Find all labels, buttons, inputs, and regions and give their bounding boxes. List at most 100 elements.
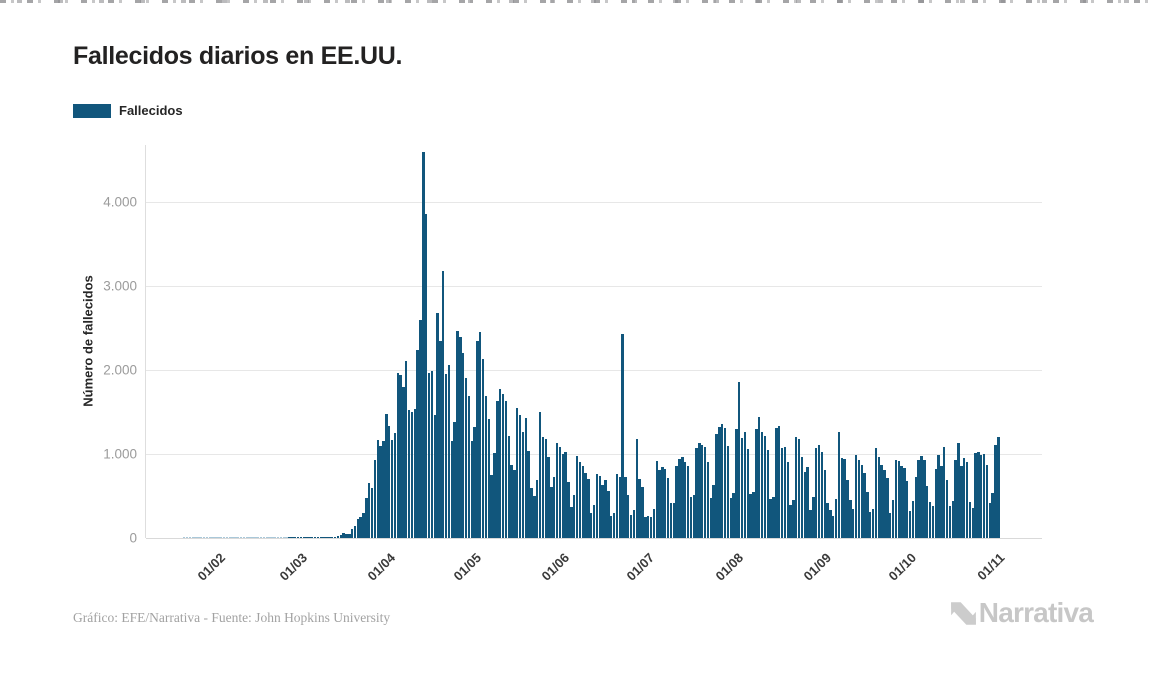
bar: [843, 459, 846, 538]
bar: [239, 537, 243, 538]
bar: [444, 373, 448, 538]
bar: [518, 415, 522, 538]
bar: [709, 497, 713, 538]
bar: [188, 537, 192, 538]
bar: [276, 537, 280, 538]
bar: [718, 427, 721, 538]
bar: [783, 446, 787, 538]
bar: [581, 465, 584, 538]
x-tick-label: 01/02: [194, 550, 228, 584]
bar: [183, 537, 186, 538]
bar: [721, 423, 724, 538]
bar: [789, 504, 792, 538]
bar: [860, 464, 863, 538]
bar: [265, 537, 268, 538]
bar: [732, 492, 735, 538]
bar: [316, 537, 320, 538]
bar: [405, 360, 408, 538]
bar: [513, 469, 516, 538]
bar: [575, 455, 579, 538]
bar: [450, 440, 453, 538]
bar: [496, 401, 499, 538]
bar: [535, 479, 539, 538]
bar: [427, 373, 431, 538]
bar: [407, 409, 411, 538]
bar: [325, 537, 328, 538]
x-tick-label: 01/11: [974, 550, 1008, 584]
bar: [342, 533, 345, 538]
bar: [527, 451, 530, 538]
y-tick-label: 3.000: [103, 278, 137, 294]
bar: [897, 461, 900, 538]
bar: [470, 441, 473, 538]
bar: [629, 515, 633, 538]
bar: [396, 372, 399, 538]
bar: [703, 447, 707, 538]
bar: [917, 459, 920, 538]
bar: [541, 437, 545, 538]
bar: [746, 449, 750, 538]
bar: [911, 500, 915, 538]
bar: [456, 330, 459, 538]
bar: [752, 492, 755, 538]
bar: [191, 537, 194, 538]
bar: [832, 515, 835, 538]
bar: [231, 537, 234, 538]
bar: [758, 416, 761, 538]
bar: [906, 480, 909, 538]
x-tick-label: 01/03: [276, 550, 311, 584]
gridline: [146, 202, 1042, 204]
bar: [336, 536, 340, 538]
bar: [544, 439, 547, 538]
x-tick-label: 01/09: [800, 550, 834, 584]
bar: [385, 413, 388, 538]
bar: [962, 458, 966, 538]
bar: [524, 417, 527, 538]
y-tick-label: 1.000: [103, 446, 137, 462]
bar: [627, 495, 630, 538]
bar: [945, 480, 949, 538]
credit-text: Gráfico: EFE/Narrativa - Fuente: John Ho…: [73, 610, 391, 625]
bar: [228, 537, 231, 538]
bar: [997, 436, 1000, 538]
bar: [271, 537, 274, 538]
x-tick-label: 01/05: [450, 550, 484, 584]
bar: [370, 488, 374, 538]
bar: [661, 467, 664, 538]
bar: [666, 477, 670, 538]
bar: [279, 537, 283, 538]
bar: [982, 453, 986, 538]
bar: [755, 429, 758, 538]
bar: [951, 500, 954, 538]
bar: [262, 537, 266, 538]
bar: [356, 519, 360, 538]
bar: [903, 467, 906, 538]
bar: [225, 537, 229, 538]
bar: [245, 537, 249, 538]
bar: [607, 490, 610, 538]
bar: [812, 497, 815, 538]
bar: [940, 465, 943, 538]
bar: [678, 458, 681, 538]
bar: [994, 444, 997, 538]
bar: [211, 537, 214, 538]
bar: [268, 537, 271, 538]
bar: [726, 445, 730, 538]
bar: [735, 429, 738, 538]
y-axis-title: Número de fallecidos: [80, 275, 96, 407]
bar: [521, 431, 525, 538]
bar: [294, 537, 297, 538]
bar: [222, 537, 226, 538]
bar: [464, 378, 468, 538]
bar: [547, 457, 550, 538]
bar: [564, 451, 567, 538]
bar: [197, 537, 200, 538]
bar: [484, 396, 488, 538]
bar: [763, 435, 767, 538]
bar: [886, 477, 889, 538]
bar: [743, 431, 747, 538]
bar: [510, 465, 513, 538]
bar: [641, 486, 644, 538]
bar: [433, 414, 436, 538]
bar: [965, 462, 969, 538]
